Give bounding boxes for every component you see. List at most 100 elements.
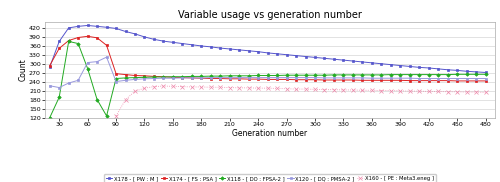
X120 - [ DQ : PMSA-2 ]: (70, 308): PMSA-2 ]: (70, 308): [94, 61, 100, 63]
X160 - [ PE : Meta3.eneg ]: (330, 214): Meta3.eneg ]: (330, 214): [340, 89, 346, 91]
X178 - [ PW : M ]: (50, 425): M ]: (50, 425): [75, 25, 81, 27]
X174 - [ FS : PSA ]: (230, 250): PSA ]: (230, 250): [246, 78, 252, 80]
X174 - [ FS : PSA ]: (220, 251): PSA ]: (220, 251): [236, 78, 242, 80]
X120 - [ DQ : PMSA-2 ]: (100, 246): PMSA-2 ]: (100, 246): [122, 79, 128, 81]
Line: X178 - [ PW : M ]: X178 - [ PW : M ]: [48, 24, 487, 74]
X160 - [ PE : Meta3.eneg ]: (150, 226): Meta3.eneg ]: (150, 226): [170, 85, 176, 87]
X174 - [ FS : PSA ]: (390, 246): PSA ]: (390, 246): [398, 79, 404, 81]
X178 - [ PW : M ]: (180, 360): M ]: (180, 360): [198, 45, 204, 47]
X160 - [ PE : Meta3.eneg ]: (420, 209): Meta3.eneg ]: (420, 209): [426, 90, 432, 93]
X178 - [ PW : M ]: (440, 281): M ]: (440, 281): [444, 69, 450, 71]
X178 - [ PW : M ]: (210, 350): M ]: (210, 350): [226, 48, 232, 50]
X178 - [ PW : M ]: (80, 422): M ]: (80, 422): [104, 26, 110, 28]
X118 - [ DO : FPSA-2 ]: (140, 257): FPSA-2 ]: (140, 257): [160, 76, 166, 78]
X160 - [ PE : Meta3.eneg ]: (200, 223): Meta3.eneg ]: (200, 223): [218, 86, 224, 88]
X160 - [ PE : Meta3.eneg ]: (260, 219): Meta3.eneg ]: (260, 219): [274, 87, 280, 90]
X118 - [ DO : FPSA-2 ]: (440, 265): FPSA-2 ]: (440, 265): [444, 74, 450, 76]
X178 - [ PW : M ]: (150, 372): M ]: (150, 372): [170, 41, 176, 43]
X178 - [ PW : M ]: (430, 284): M ]: (430, 284): [435, 68, 441, 70]
X118 - [ DO : FPSA-2 ]: (90, 252): FPSA-2 ]: (90, 252): [113, 77, 119, 80]
X178 - [ PW : M ]: (190, 357): M ]: (190, 357): [208, 46, 214, 48]
X118 - [ DO : FPSA-2 ]: (340, 264): FPSA-2 ]: (340, 264): [350, 74, 356, 76]
X120 - [ DQ : PMSA-2 ]: (460, 252): PMSA-2 ]: (460, 252): [464, 77, 469, 80]
X160 - [ PE : Meta3.eneg ]: (370, 212): Meta3.eneg ]: (370, 212): [378, 90, 384, 92]
X118 - [ DO : FPSA-2 ]: (460, 266): FPSA-2 ]: (460, 266): [464, 73, 469, 75]
X120 - [ DQ : PMSA-2 ]: (220, 255): PMSA-2 ]: (220, 255): [236, 76, 242, 79]
X174 - [ FS : PSA ]: (20, 295): PSA ]: (20, 295): [46, 64, 52, 67]
X120 - [ DQ : PMSA-2 ]: (290, 255): PMSA-2 ]: (290, 255): [302, 76, 308, 79]
X174 - [ FS : PSA ]: (440, 245): PSA ]: (440, 245): [444, 80, 450, 82]
X174 - [ FS : PSA ]: (190, 252): PSA ]: (190, 252): [208, 77, 214, 80]
X174 - [ FS : PSA ]: (150, 256): PSA ]: (150, 256): [170, 76, 176, 78]
X120 - [ DQ : PMSA-2 ]: (150, 253): PMSA-2 ]: (150, 253): [170, 77, 176, 79]
X178 - [ PW : M ]: (70, 425): M ]: (70, 425): [94, 25, 100, 27]
X118 - [ DO : FPSA-2 ]: (310, 263): FPSA-2 ]: (310, 263): [322, 74, 328, 76]
X120 - [ DQ : PMSA-2 ]: (180, 254): PMSA-2 ]: (180, 254): [198, 77, 204, 79]
X178 - [ PW : M ]: (120, 390): M ]: (120, 390): [142, 36, 148, 38]
X160 - [ PE : Meta3.eneg ]: (320, 215): Meta3.eneg ]: (320, 215): [331, 89, 337, 91]
X174 - [ FS : PSA ]: (200, 252): PSA ]: (200, 252): [218, 77, 224, 80]
X120 - [ DQ : PMSA-2 ]: (280, 255): PMSA-2 ]: (280, 255): [293, 76, 299, 79]
X118 - [ DO : FPSA-2 ]: (390, 265): FPSA-2 ]: (390, 265): [398, 74, 404, 76]
X174 - [ FS : PSA ]: (110, 262): PSA ]: (110, 262): [132, 74, 138, 77]
X160 - [ PE : Meta3.eneg ]: (190, 223): Meta3.eneg ]: (190, 223): [208, 86, 214, 88]
X120 - [ DQ : PMSA-2 ]: (440, 252): PMSA-2 ]: (440, 252): [444, 77, 450, 80]
X160 - [ PE : Meta3.eneg ]: (180, 224): Meta3.eneg ]: (180, 224): [198, 86, 204, 88]
X118 - [ DO : FPSA-2 ]: (410, 265): FPSA-2 ]: (410, 265): [416, 74, 422, 76]
X174 - [ FS : PSA ]: (50, 388): PSA ]: (50, 388): [75, 36, 81, 39]
X120 - [ DQ : PMSA-2 ]: (350, 254): PMSA-2 ]: (350, 254): [360, 77, 366, 79]
X174 - [ FS : PSA ]: (480, 244): PSA ]: (480, 244): [482, 80, 488, 82]
X178 - [ PW : M ]: (380, 298): M ]: (380, 298): [388, 64, 394, 66]
X178 - [ PW : M ]: (460, 276): M ]: (460, 276): [464, 70, 469, 72]
Line: X160 - [ PE : Meta3.eneg ]: X160 - [ PE : Meta3.eneg ]: [114, 84, 488, 118]
X118 - [ DO : FPSA-2 ]: (240, 262): FPSA-2 ]: (240, 262): [255, 74, 261, 77]
X174 - [ FS : PSA ]: (400, 245): PSA ]: (400, 245): [406, 80, 412, 82]
Line: X118 - [ DO : FPSA-2 ]: X118 - [ DO : FPSA-2 ]: [48, 40, 487, 119]
X118 - [ DO : FPSA-2 ]: (210, 261): FPSA-2 ]: (210, 261): [226, 75, 232, 77]
X160 - [ PE : Meta3.eneg ]: (100, 182): Meta3.eneg ]: (100, 182): [122, 98, 128, 101]
X118 - [ DO : FPSA-2 ]: (250, 262): FPSA-2 ]: (250, 262): [264, 74, 270, 77]
X174 - [ FS : PSA ]: (340, 247): PSA ]: (340, 247): [350, 79, 356, 81]
X160 - [ PE : Meta3.eneg ]: (300, 216): Meta3.eneg ]: (300, 216): [312, 88, 318, 90]
X174 - [ FS : PSA ]: (430, 245): PSA ]: (430, 245): [435, 80, 441, 82]
Line: X174 - [ FS : PSA ]: X174 - [ FS : PSA ]: [48, 35, 487, 82]
X178 - [ PW : M ]: (310, 319): M ]: (310, 319): [322, 57, 328, 59]
X174 - [ FS : PSA ]: (470, 244): PSA ]: (470, 244): [473, 80, 479, 82]
X160 - [ PE : Meta3.eneg ]: (170, 224): Meta3.eneg ]: (170, 224): [189, 86, 195, 88]
X160 - [ PE : Meta3.eneg ]: (390, 211): Meta3.eneg ]: (390, 211): [398, 90, 404, 92]
X178 - [ PW : M ]: (480, 272): M ]: (480, 272): [482, 71, 488, 74]
X120 - [ DQ : PMSA-2 ]: (60, 305): PMSA-2 ]: (60, 305): [84, 62, 90, 64]
Y-axis label: Count: Count: [18, 59, 28, 81]
X174 - [ FS : PSA ]: (310, 247): PSA ]: (310, 247): [322, 79, 328, 81]
X178 - [ PW : M ]: (470, 274): M ]: (470, 274): [473, 71, 479, 73]
X118 - [ DO : FPSA-2 ]: (420, 265): FPSA-2 ]: (420, 265): [426, 74, 432, 76]
X120 - [ DQ : PMSA-2 ]: (450, 252): PMSA-2 ]: (450, 252): [454, 77, 460, 80]
Line: X120 - [ DQ : PMSA-2 ]: X120 - [ DQ : PMSA-2 ]: [48, 56, 487, 89]
X120 - [ DQ : PMSA-2 ]: (370, 253): PMSA-2 ]: (370, 253): [378, 77, 384, 79]
X178 - [ PW : M ]: (40, 420): M ]: (40, 420): [66, 27, 71, 29]
X120 - [ DQ : PMSA-2 ]: (420, 252): PMSA-2 ]: (420, 252): [426, 77, 432, 80]
X118 - [ DO : FPSA-2 ]: (270, 263): FPSA-2 ]: (270, 263): [284, 74, 290, 76]
X160 - [ PE : Meta3.eneg ]: (400, 210): Meta3.eneg ]: (400, 210): [406, 90, 412, 92]
X160 - [ PE : Meta3.eneg ]: (110, 210): Meta3.eneg ]: (110, 210): [132, 90, 138, 92]
X160 - [ PE : Meta3.eneg ]: (240, 220): Meta3.eneg ]: (240, 220): [255, 87, 261, 89]
X160 - [ PE : Meta3.eneg ]: (460, 207): Meta3.eneg ]: (460, 207): [464, 91, 469, 93]
X118 - [ DO : FPSA-2 ]: (320, 264): FPSA-2 ]: (320, 264): [331, 74, 337, 76]
X178 - [ PW : M ]: (300, 322): M ]: (300, 322): [312, 56, 318, 58]
X120 - [ DQ : PMSA-2 ]: (360, 253): PMSA-2 ]: (360, 253): [369, 77, 375, 79]
X120 - [ DQ : PMSA-2 ]: (170, 254): PMSA-2 ]: (170, 254): [189, 77, 195, 79]
X160 - [ PE : Meta3.eneg ]: (90, 128): Meta3.eneg ]: (90, 128): [113, 115, 119, 117]
X174 - [ FS : PSA ]: (120, 261): PSA ]: (120, 261): [142, 75, 148, 77]
X178 - [ PW : M ]: (400, 292): M ]: (400, 292): [406, 65, 412, 68]
X178 - [ PW : M ]: (340, 310): M ]: (340, 310): [350, 60, 356, 62]
X160 - [ PE : Meta3.eneg ]: (340, 214): Meta3.eneg ]: (340, 214): [350, 89, 356, 91]
X160 - [ PE : Meta3.eneg ]: (450, 208): Meta3.eneg ]: (450, 208): [454, 91, 460, 93]
X118 - [ DO : FPSA-2 ]: (380, 265): FPSA-2 ]: (380, 265): [388, 74, 394, 76]
X160 - [ PE : Meta3.eneg ]: (160, 225): Meta3.eneg ]: (160, 225): [180, 86, 186, 88]
X174 - [ FS : PSA ]: (450, 244): PSA ]: (450, 244): [454, 80, 460, 82]
X174 - [ FS : PSA ]: (240, 250): PSA ]: (240, 250): [255, 78, 261, 80]
X120 - [ DQ : PMSA-2 ]: (270, 255): PMSA-2 ]: (270, 255): [284, 76, 290, 79]
X118 - [ DO : FPSA-2 ]: (20, 122): FPSA-2 ]: (20, 122): [46, 117, 52, 119]
X174 - [ FS : PSA ]: (90, 268): PSA ]: (90, 268): [113, 73, 119, 75]
X120 - [ DQ : PMSA-2 ]: (80, 323): PMSA-2 ]: (80, 323): [104, 56, 110, 58]
